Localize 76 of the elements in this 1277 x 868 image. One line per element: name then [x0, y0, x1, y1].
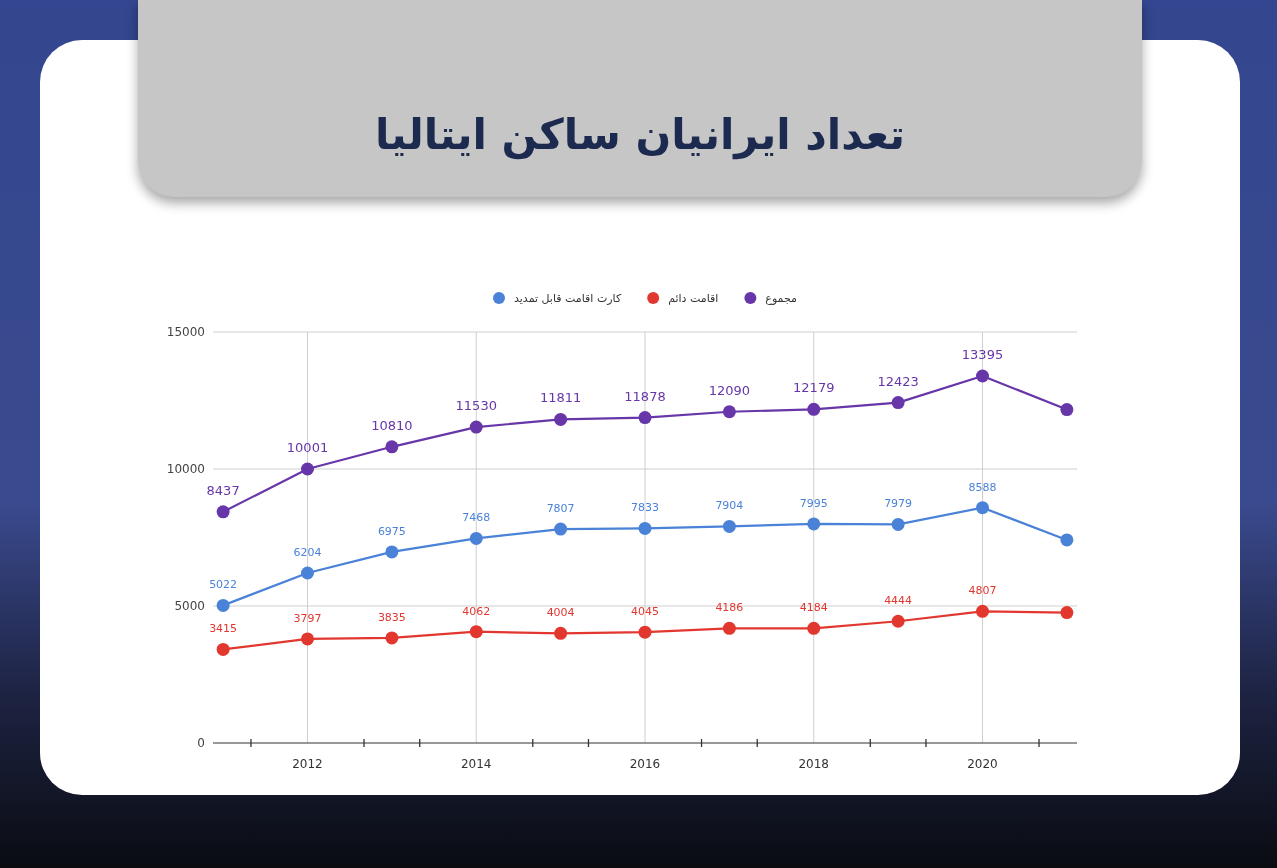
x-tick-label: 2018: [798, 757, 830, 771]
point: [807, 402, 821, 416]
point: [469, 625, 483, 639]
point: [301, 462, 314, 476]
data-label: 13395: [961, 346, 1004, 362]
point: [976, 369, 989, 383]
data-label: 3415: [209, 622, 238, 636]
point: [1060, 533, 1074, 547]
point: [1060, 403, 1074, 417]
point: [554, 412, 568, 426]
y-tick-label: 10000: [166, 462, 205, 476]
data-label: 5022: [209, 578, 238, 592]
point: [976, 604, 989, 618]
point: [216, 598, 230, 612]
data-label: 8437: [206, 482, 240, 498]
point: [385, 545, 399, 559]
point: [722, 405, 736, 419]
data-label: 11530: [455, 398, 497, 414]
x-tick-label: 2012: [292, 757, 323, 771]
data-label: 10001: [286, 439, 329, 455]
x-tick-label: 2020: [967, 757, 998, 771]
point: [807, 621, 821, 635]
point: [891, 396, 905, 410]
data-label: 7468: [462, 511, 491, 525]
point: [638, 521, 652, 535]
point: [469, 420, 483, 434]
data-label: 4045: [631, 605, 659, 619]
y-tick-label: 15000: [166, 325, 205, 339]
point: [301, 566, 314, 580]
point: [385, 440, 399, 454]
legend-label: مجموع: [765, 292, 798, 305]
data-label: 4807: [968, 584, 997, 598]
point: [385, 631, 399, 645]
data-label: 11811: [539, 390, 582, 406]
data-label: 4184: [799, 601, 828, 615]
data-label: 4444: [884, 594, 913, 608]
point: [301, 632, 314, 646]
point: [891, 614, 905, 628]
point: [891, 517, 905, 531]
data-label: 12179: [793, 380, 835, 396]
point: [554, 522, 568, 536]
point: [469, 531, 483, 545]
point: [722, 519, 736, 533]
legend-label: کارت اقامت قابل تمدید: [514, 292, 622, 305]
x-tick-label: 2014: [460, 757, 492, 771]
point: [976, 501, 989, 515]
data-label: 7904: [715, 499, 744, 513]
data-label: 7979: [884, 497, 913, 511]
data-label: 7807: [546, 502, 575, 516]
data-label: 3835: [377, 610, 406, 624]
data-label: 11878: [624, 388, 666, 404]
data-label: 12090: [708, 382, 751, 398]
point: [638, 625, 652, 639]
data-label: 7995: [799, 496, 828, 510]
chart-title: تعداد ایرانیان ساکن ایتالیا: [375, 110, 905, 160]
y-tick-label: 5000: [174, 599, 205, 613]
x-tick-label: 2016: [629, 757, 661, 771]
data-label: 6204: [293, 546, 322, 560]
point: [216, 505, 230, 519]
point: [1060, 606, 1074, 620]
data-label: 4186: [715, 601, 744, 615]
data-label: 8588: [968, 480, 997, 494]
data-label: 4004: [546, 606, 575, 620]
y-tick-label: 0: [197, 736, 205, 750]
data-label: 12423: [877, 373, 919, 389]
point: [554, 626, 568, 640]
data-label: 7833: [631, 501, 659, 515]
point: [216, 642, 230, 656]
data-label: 6975: [377, 524, 406, 538]
point: [807, 517, 821, 531]
point: [638, 411, 652, 425]
data-label: 10810: [371, 417, 413, 433]
data-label: 3797: [293, 611, 322, 625]
point: [722, 621, 736, 635]
legend-label: اقامت دائم: [668, 292, 719, 305]
data-label: 4062: [462, 604, 491, 618]
